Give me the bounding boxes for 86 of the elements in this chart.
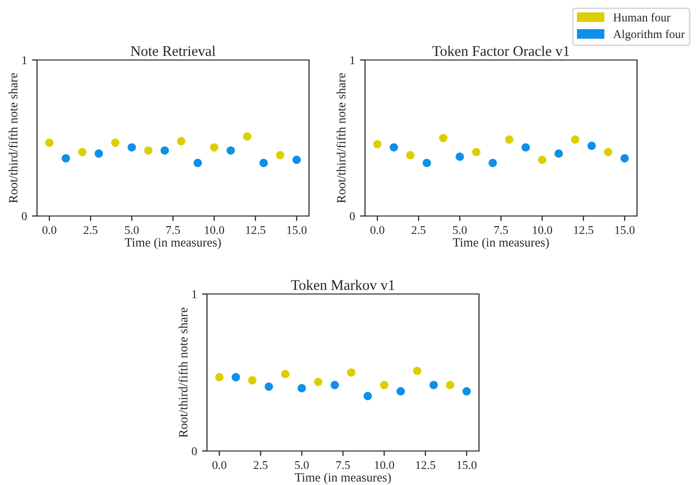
x-tick-label: 7.5: [166, 226, 180, 234]
point: [406, 150, 414, 160]
x-tick-label: 7.5: [336, 461, 350, 470]
x-tick-label: 10.0: [532, 226, 552, 234]
point: [226, 146, 235, 155]
point: [45, 138, 54, 147]
point: [620, 154, 629, 162]
point: [292, 156, 301, 164]
point: [364, 392, 372, 400]
point: [456, 152, 464, 161]
x-tick-label: 12.5: [416, 461, 436, 470]
y-axis-title: Root/third/fifth note share: [8, 73, 18, 203]
point: [604, 148, 612, 156]
point: [243, 132, 252, 141]
y-tick-label: 1: [192, 290, 197, 298]
point: [232, 373, 240, 382]
y-axis-title: Root/third/fifth note share: [336, 73, 346, 203]
point: [462, 387, 471, 396]
x-tick-label: 15.0: [287, 226, 307, 234]
chart-title: Token Markov v1: [291, 280, 394, 290]
point: [248, 376, 256, 385]
point: [264, 382, 273, 391]
legend-label: Algorithm four: [613, 30, 685, 41]
point: [298, 384, 306, 392]
point: [347, 368, 356, 377]
x-tick-label: 12.5: [246, 226, 266, 234]
point: [505, 135, 514, 144]
point: [571, 135, 580, 144]
point: [62, 154, 70, 162]
chart-title: Note Retrieval: [130, 46, 216, 56]
y-tick-label: 0: [192, 447, 197, 456]
point: [488, 158, 497, 168]
point: [144, 146, 152, 155]
point: [554, 149, 563, 158]
point: [446, 380, 454, 390]
x-tick-label: 2.5: [412, 226, 426, 234]
point: [160, 146, 169, 155]
point: [194, 158, 202, 168]
x-tick-label: 12.5: [574, 226, 594, 234]
point: [373, 140, 382, 148]
point: [413, 366, 422, 376]
y-tick-label: 0: [350, 212, 355, 220]
x-tick-label: 0.0: [42, 226, 56, 234]
x-tick-label: 10.0: [374, 461, 394, 470]
point: [330, 380, 339, 390]
y-axis-title: Root/third/fifth note share: [178, 308, 188, 438]
x-tick-label: 5.0: [453, 226, 467, 234]
point: [380, 380, 388, 390]
x-tick-label: 7.5: [494, 226, 508, 234]
point: [111, 138, 120, 147]
point: [215, 373, 224, 382]
x-tick-label: 2.5: [84, 226, 98, 234]
x-axis-title: Time (in measures): [294, 472, 391, 484]
x-tick-label: 5.0: [125, 226, 139, 234]
point: [78, 148, 86, 156]
point: [314, 378, 322, 386]
point: [281, 370, 290, 378]
point: [522, 143, 530, 152]
point: [396, 387, 405, 396]
legend-label: Human four: [613, 13, 670, 22]
x-axis-title: Time (in measures): [452, 238, 549, 250]
point: [128, 143, 136, 152]
y-tick-label: 1: [350, 56, 355, 64]
x-tick-label: 0.0: [212, 461, 226, 470]
x-tick-label: 15.0: [457, 461, 477, 470]
x-tick-label: 10.0: [204, 226, 224, 234]
point: [260, 158, 268, 168]
point: [588, 142, 596, 150]
point: [538, 156, 546, 164]
x-tick-label: 0.0: [370, 226, 384, 234]
point: [422, 158, 431, 168]
point: [430, 380, 438, 390]
chart-title: Token Factor Oracle v1: [432, 46, 570, 56]
x-axis-title: Time (in measures): [124, 238, 221, 250]
point: [390, 143, 398, 152]
point: [94, 149, 103, 158]
point: [276, 150, 284, 160]
point: [472, 148, 480, 156]
point: [177, 136, 186, 146]
point: [439, 134, 448, 142]
x-tick-label: 5.0: [295, 461, 309, 470]
x-tick-label: 2.5: [254, 461, 268, 470]
x-tick-label: 15.0: [615, 226, 635, 234]
point: [210, 143, 218, 152]
y-tick-label: 0: [22, 212, 27, 220]
y-tick-label: 1: [22, 56, 27, 64]
